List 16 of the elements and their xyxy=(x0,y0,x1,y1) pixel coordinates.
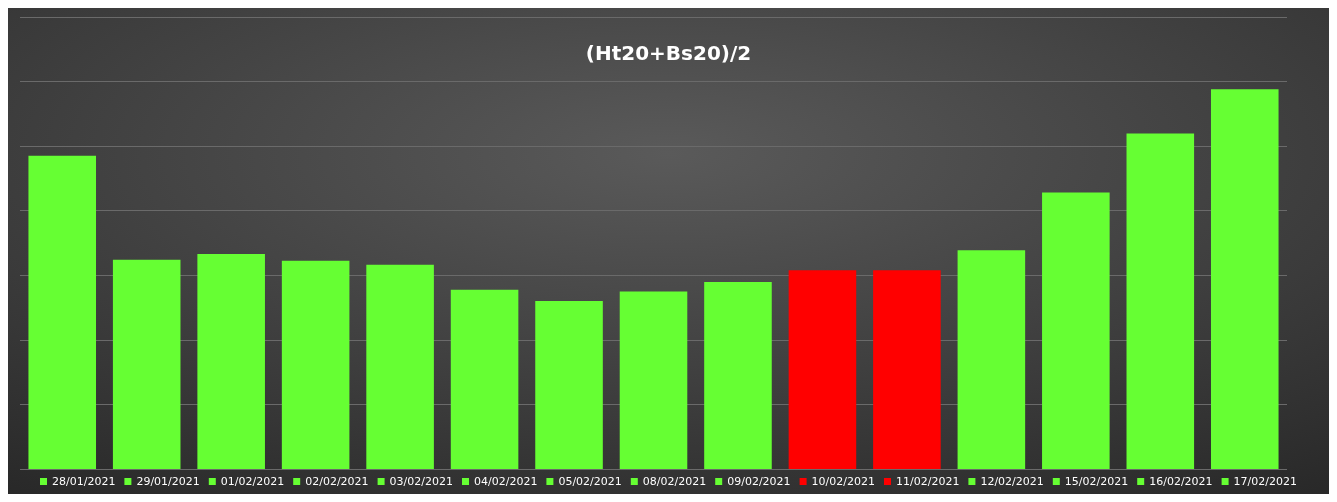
chart-title: (Ht20+Bs20)/2 xyxy=(585,41,752,65)
legend-label: 17/02/2021 xyxy=(1233,475,1298,488)
legend-label: 03/02/2021 xyxy=(389,475,453,488)
legend-label: 02/02/2021 xyxy=(305,475,369,488)
legend-label: 12/02/2021 xyxy=(980,475,1044,488)
legend-label: 08/02/2021 xyxy=(642,475,707,488)
legend-label: 11/02/2021 xyxy=(896,475,960,488)
legend-label: 04/02/2021 xyxy=(474,475,538,488)
legend-label: 16/02/2021 xyxy=(1149,475,1213,488)
legend-label: 10/02/2021 xyxy=(811,475,876,488)
legend-label: 01/02/2021 xyxy=(220,475,285,488)
legend-label: 05/02/2021 xyxy=(558,475,622,488)
legend-label: 28/01/2021 xyxy=(52,475,116,488)
legend-label: 29/01/2021 xyxy=(136,475,200,488)
legend-label: 15/02/2021 xyxy=(1064,475,1129,488)
legend-label: 09/02/2021 xyxy=(727,475,791,488)
